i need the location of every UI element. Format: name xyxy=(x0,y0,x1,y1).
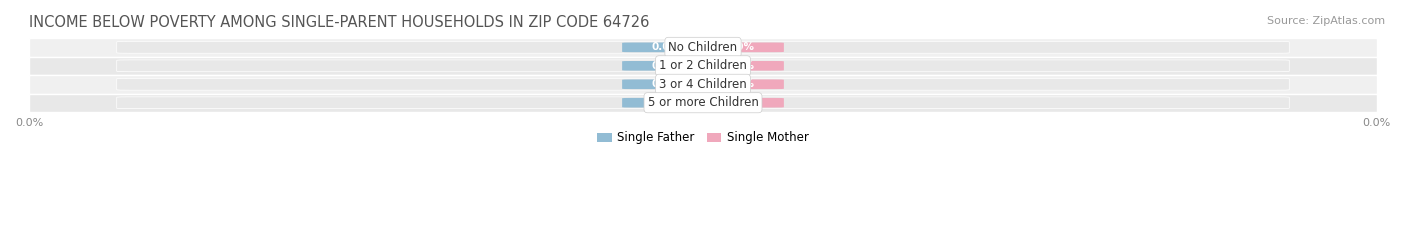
Bar xyxy=(30,75,1376,93)
FancyBboxPatch shape xyxy=(621,79,710,89)
Text: 1 or 2 Children: 1 or 2 Children xyxy=(659,59,747,72)
Text: 3 or 4 Children: 3 or 4 Children xyxy=(659,78,747,91)
Text: 0.0%: 0.0% xyxy=(725,61,755,71)
FancyBboxPatch shape xyxy=(696,79,785,89)
FancyBboxPatch shape xyxy=(621,98,710,108)
Legend: Single Father, Single Mother: Single Father, Single Mother xyxy=(598,131,808,144)
FancyBboxPatch shape xyxy=(117,60,1289,72)
Text: 0.0%: 0.0% xyxy=(725,98,755,108)
FancyBboxPatch shape xyxy=(117,41,1289,53)
FancyBboxPatch shape xyxy=(696,43,785,52)
FancyBboxPatch shape xyxy=(117,97,1289,109)
Bar xyxy=(30,93,1376,112)
Text: 0.0%: 0.0% xyxy=(651,79,681,89)
FancyBboxPatch shape xyxy=(621,43,710,52)
FancyBboxPatch shape xyxy=(696,61,785,71)
Text: INCOME BELOW POVERTY AMONG SINGLE-PARENT HOUSEHOLDS IN ZIP CODE 64726: INCOME BELOW POVERTY AMONG SINGLE-PARENT… xyxy=(30,15,650,30)
Bar xyxy=(30,38,1376,57)
Text: 5 or more Children: 5 or more Children xyxy=(648,96,758,109)
FancyBboxPatch shape xyxy=(696,98,785,108)
Bar xyxy=(30,57,1376,75)
Text: 0.0%: 0.0% xyxy=(725,42,755,52)
Text: 0.0%: 0.0% xyxy=(651,98,681,108)
FancyBboxPatch shape xyxy=(621,61,710,71)
Text: 0.0%: 0.0% xyxy=(651,61,681,71)
Text: 0.0%: 0.0% xyxy=(725,79,755,89)
Text: No Children: No Children xyxy=(668,41,738,54)
Text: Source: ZipAtlas.com: Source: ZipAtlas.com xyxy=(1267,16,1385,26)
Text: 0.0%: 0.0% xyxy=(651,42,681,52)
FancyBboxPatch shape xyxy=(117,78,1289,90)
